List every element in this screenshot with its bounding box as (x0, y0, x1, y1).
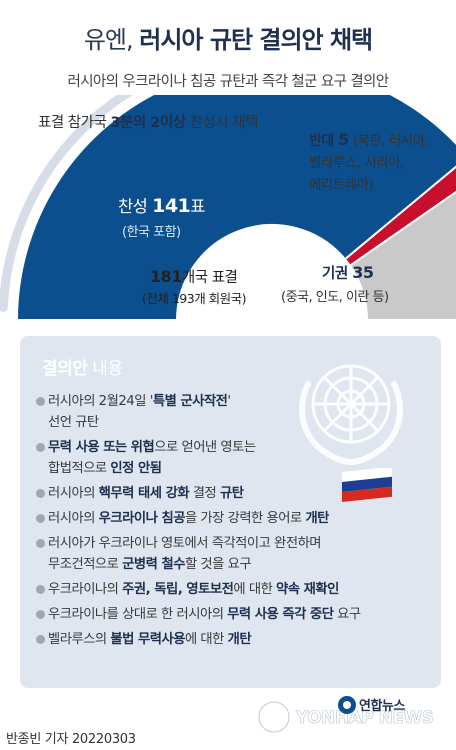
threshold-arrow (0, 95, 134, 312)
logo-text: 연합뉴스 (359, 698, 405, 714)
slice-abstain (348, 190, 456, 321)
no-note-line3: 에리트레아) (309, 177, 374, 193)
watermark-text: YONHAP NEWS (295, 708, 433, 728)
no-note-line2: 벨라루스, 시리아, (309, 155, 404, 171)
yes-label: 찬성 141표 (118, 195, 205, 217)
abstain-label: 기권 35 (322, 263, 374, 282)
page-title: 유엔, 러시아 규탄 결의안 채택 (0, 20, 456, 55)
yonhap-watermark: YONHAP NEWS (257, 700, 434, 734)
title-prefix: 유엔, (83, 26, 140, 54)
resolution-items: 러시아의 2월24일 '특별 군사작전' 선언 규탄 무력 사용 또는 위협으로 얻… (36, 391, 430, 654)
yonhap-logo-icon: 연합뉴스 (338, 696, 406, 714)
resolution-panel: 결의안 내용 러시아의 2월24일 '특별 군사작전' 선언 규탄 무력 사용 또는… (20, 336, 441, 688)
resolution-item: 러시아가 우크라이나 영토에서 즉각적이고 완전하며 무조건적으로 군병력 철수할… (36, 533, 430, 575)
abstain-note: (중국, 인도, 이란 등) (281, 290, 389, 305)
threshold-note: 표결 참가국 3분의 2이상 찬성시 채택 (38, 113, 258, 131)
total-label: 181개국 표결 (150, 267, 237, 286)
panel-title: 결의안 내용 (42, 359, 123, 379)
total-sub: (전체 193개 회원국) (142, 291, 246, 306)
no-label: 반대 5 (북한, 러시아, (309, 130, 428, 149)
resolution-item: 무력 사용 또는 위협으로 얻어낸 영토는 합법적으로 인정 안됨 (36, 437, 430, 479)
byline: 반종빈 기자 20220303 (6, 732, 136, 747)
yes-note: (한국 포함) (122, 225, 181, 240)
subtitle: 러시아의 우크라이나 침공 규탄과 즉각 철군 요구 결의안 (67, 74, 389, 90)
resolution-item: 우크라이나의 주권, 독립, 영토보전에 대한 약속 재확인 (36, 579, 430, 600)
title-main: 러시아 규탄 결의안 채택 (139, 26, 373, 54)
slice-yes (15, 95, 456, 321)
resolution-item: 러시아의 2월24일 '특별 군사작전' 선언 규탄 (36, 391, 430, 433)
yonhap-logo: 연합뉴스 (336, 693, 436, 721)
vote-slices (15, 95, 456, 321)
vote-chart: 표결 참가국 3분의 2이상 찬성시 채택 찬성 141표 (한국 포함) 반대… (0, 95, 456, 321)
resolution-item: 러시아의 우크라이나 침공을 가장 강력한 용어로 개탄 (36, 508, 430, 529)
resolution-item: 벨라루스의 불법 무력사용에 대한 개탄 (36, 629, 430, 650)
un-emblem-icon (299, 364, 403, 465)
resolution-item: 우크라이나를 상대로 한 러시아의 무력 사용 즉각 중단 요구 (36, 604, 430, 625)
russia-flag-icon (342, 468, 392, 502)
resolution-item: 러시아의 핵무력 태세 강화 결정 규탄 (36, 483, 430, 504)
